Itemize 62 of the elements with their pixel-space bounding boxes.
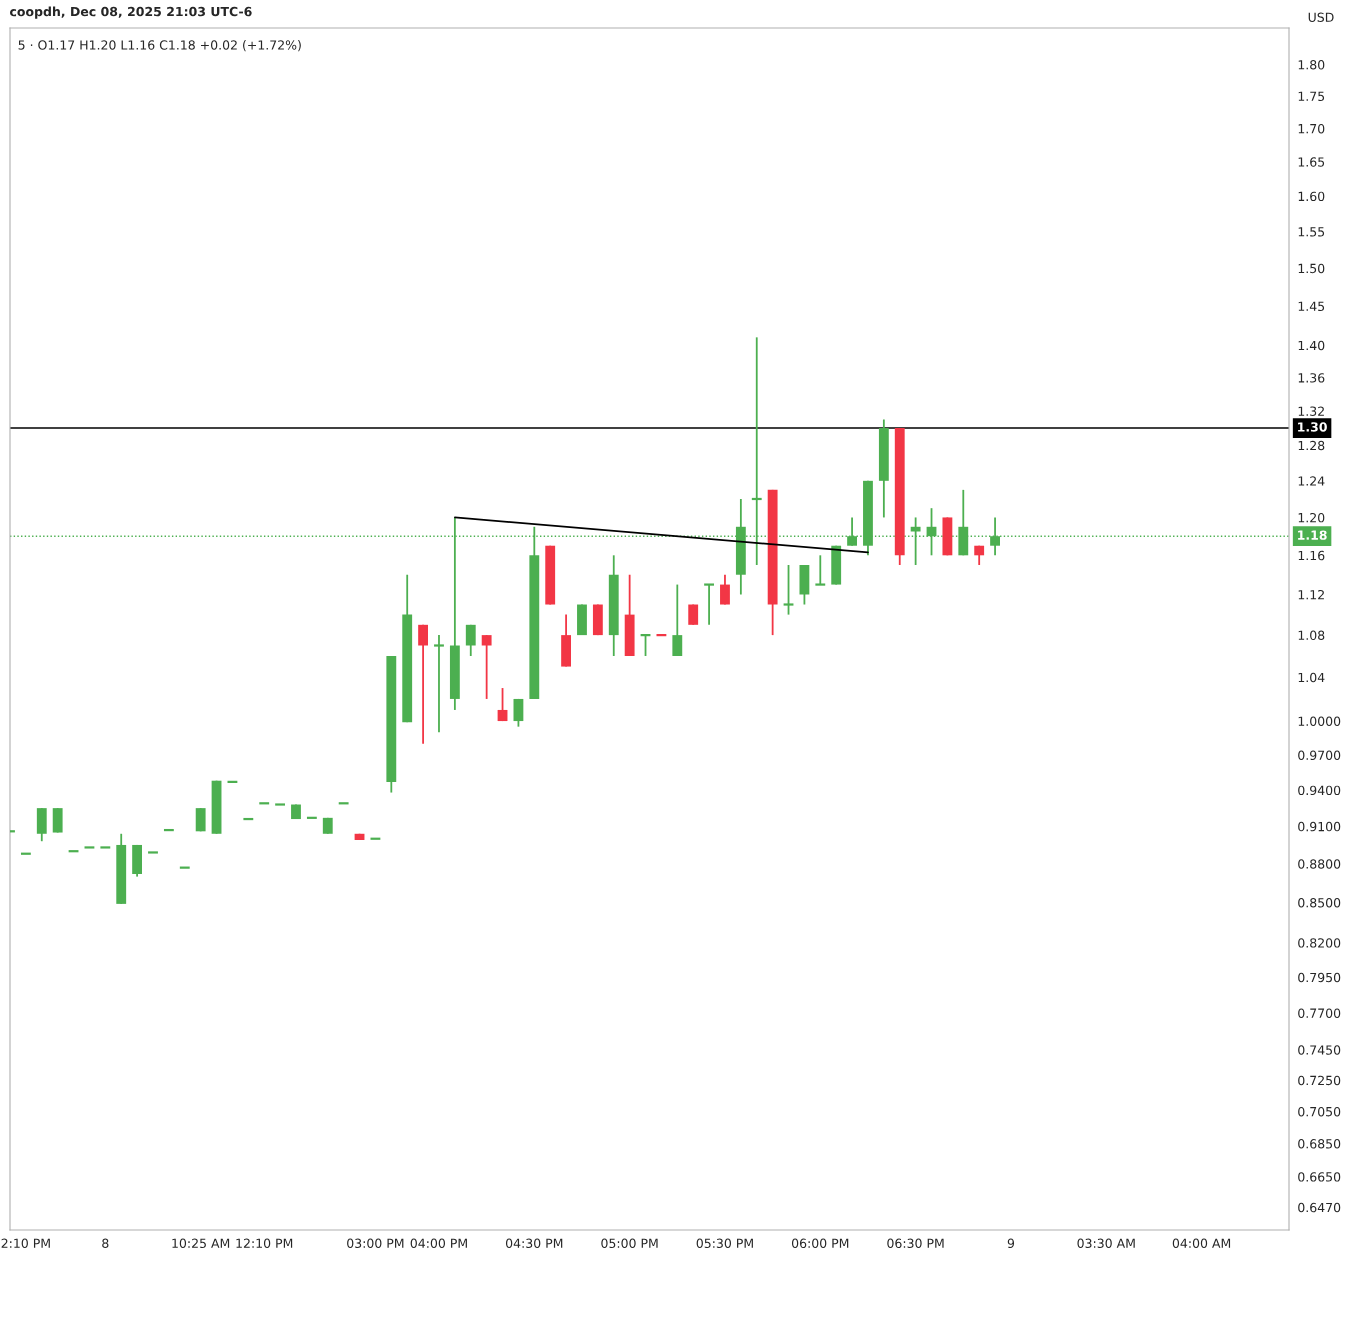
x-tick-label: 8 [102,1238,109,1249]
y-tick-label: 1.12 [1298,589,1324,600]
y-tick-label: 0.9100 [1298,821,1341,832]
x-tick-label: 9 [1007,1238,1015,1249]
y-tick-label: 0.8500 [1298,898,1341,908]
x-tick-label: 06:00 PM [791,1238,849,1249]
text: coopdh, Dec 08, 2025 21:03 UTC-6 [10,6,252,19]
candlestick [703,583,716,626]
y-tick-label: 1.70 [1298,123,1325,134]
text: 5 · O1.17 H1.20 L1.16 C1.18 +0.02 (+1.72%) [18,40,301,52]
candlestick [720,573,730,606]
y-tick-label: 1.50 [1298,263,1325,274]
x-tick-label: 2:10 PM [1,1238,50,1249]
y-tick-label: 0.9400 [1298,785,1341,796]
y-tick-label: 1.55 [1298,227,1325,237]
y-tick-label: 0.9700 [1298,750,1341,761]
y-tick-label: 0.8200 [1298,938,1341,948]
y-tick-label: 0.8800 [1298,859,1341,869]
x-tick-label: 12:10 PM [236,1238,293,1249]
candlestick [465,623,476,657]
y-tick-label: 0.7250 [1298,1075,1341,1086]
y-tick-label: 1.16 [1298,550,1325,561]
x-tick-label: 06:30 PM [887,1238,944,1249]
y-tick-label: 1.28 [1298,440,1325,451]
y-tick-label: 1.32 [1298,406,1324,416]
y-tick-label: 0.6650 [1298,1172,1341,1182]
y-tick-label: 0.7950 [1298,972,1341,983]
y-tick-label: 1.0000 [1298,716,1341,726]
x-tick-label: 03:30 AM [1077,1238,1135,1249]
candlestick [481,634,492,700]
x-tick-label: 10:25 AM [172,1238,230,1249]
y-tick-label: 1.24 [1298,476,1325,486]
x-tick-label: 05:30 PM [696,1238,753,1249]
y-tick-label: 0.7700 [1298,1008,1341,1018]
candlestick [814,554,827,586]
y-tick-label: 0.6470 [1298,1202,1341,1213]
y-axis-title: USD [1308,12,1334,22]
y-tick-label: 1.60 [1298,191,1325,202]
x-tick-label: 04:00 AM [1172,1238,1231,1249]
x-tick-label: 05:00 PM [601,1238,658,1249]
y-tick-label: 1.36 [1298,373,1325,383]
candlestick [497,687,508,722]
candlestick [782,564,795,616]
y-tick-label: 1.20 [1298,512,1325,523]
candlestick [672,583,683,657]
y-tick-label: 1.75 [1298,91,1325,102]
ref-line-label: 1.18 [1298,530,1327,540]
candlestick [418,623,429,745]
ref-line-label: 1.30 [1298,422,1327,432]
y-tick-label: 0.7050 [1298,1106,1341,1117]
y-tick-label: 0.6850 [1298,1139,1341,1149]
y-tick-label: 1.08 [1298,630,1325,641]
y-tick-label: 1.80 [1298,60,1325,70]
x-tick-label: 04:30 PM [505,1238,563,1249]
y-tick-label: 0.7450 [1298,1045,1341,1055]
y-tick-label: 1.45 [1298,301,1325,312]
x-tick-label: 03:00 PM [347,1238,404,1249]
y-tick-label: 1.65 [1298,157,1325,167]
y-tick-label: 1.40 [1298,340,1325,351]
candlestick [513,698,524,728]
x-tick-label: 04:00 PM [410,1238,467,1249]
y-tick-label: 1.04 [1298,672,1325,683]
